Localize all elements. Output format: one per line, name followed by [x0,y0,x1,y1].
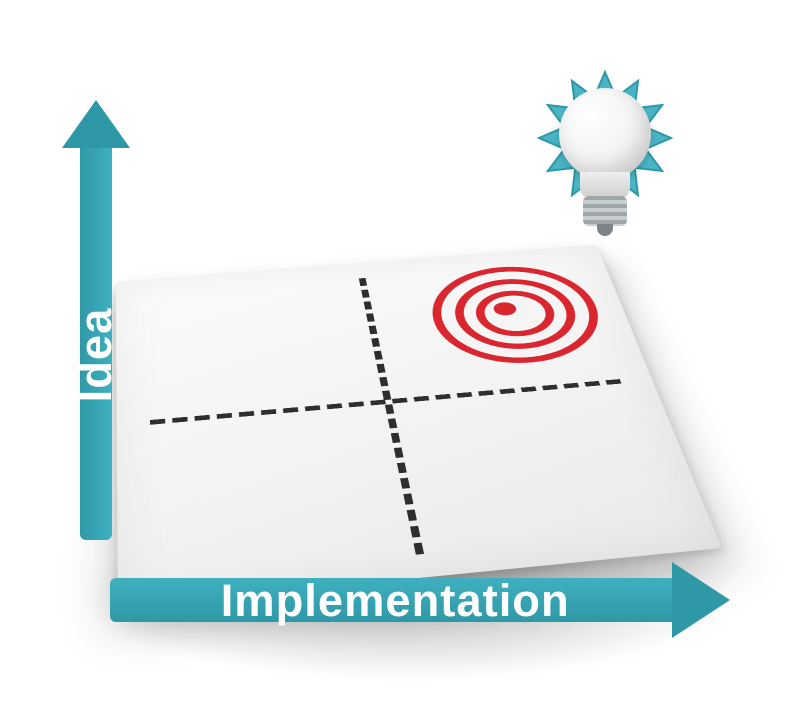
x-axis-arrow: Implementation [110,566,730,636]
matrix-board-tilt [116,245,722,608]
burst-icon [535,68,675,208]
bulb-neck [580,172,630,198]
bulb-glass [559,88,651,180]
y-axis-arrowhead-icon [62,100,130,148]
y-axis-label: Idea [70,308,122,403]
bulb-threads [583,196,627,226]
y-axis-arrow: Idea [70,100,122,540]
bulb-tip [597,224,613,236]
x-axis-arrowhead-icon [672,562,730,638]
x-axis-label: Implementation [221,575,570,627]
diagram-stage: Idea Implementation [0,0,800,706]
idea-bulb-group [530,54,680,274]
